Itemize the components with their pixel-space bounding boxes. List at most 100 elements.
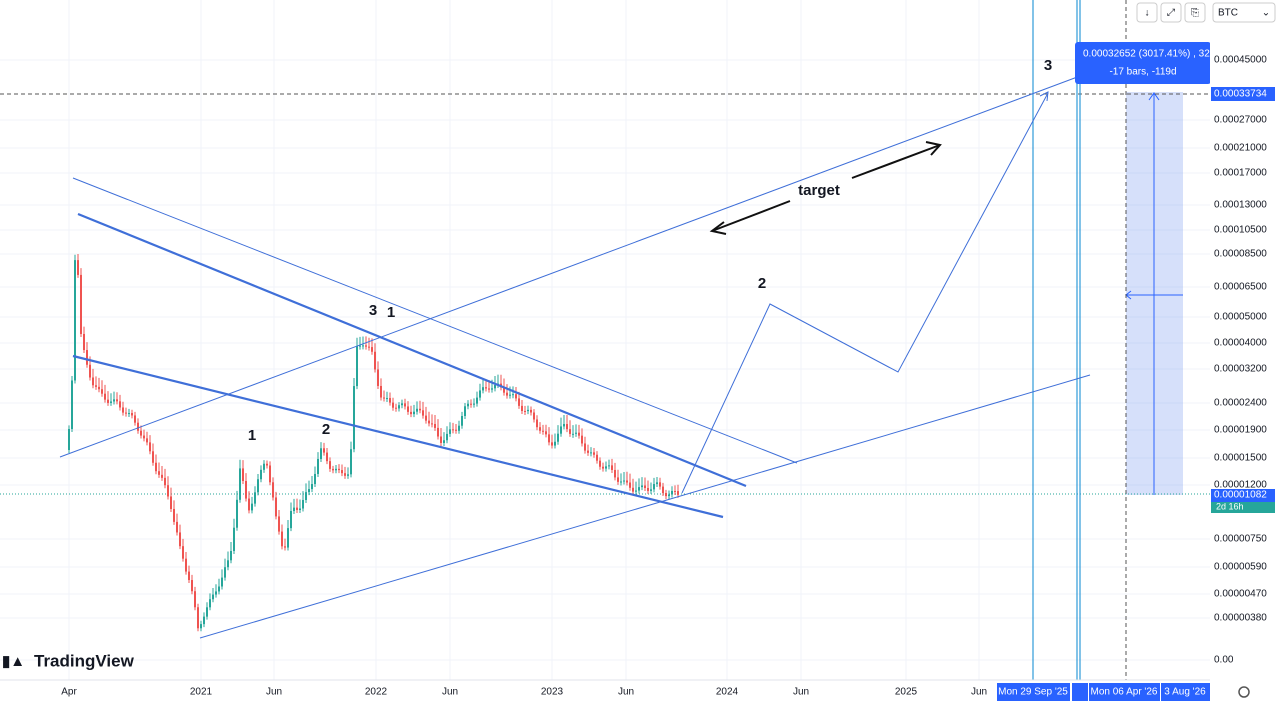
candle-body [428, 420, 430, 424]
price-label: 0.00003200 [1214, 364, 1267, 375]
candle-body [167, 485, 169, 497]
countdown [1211, 502, 1275, 513]
candle-body [398, 405, 400, 409]
time-marker [1161, 683, 1210, 701]
candle-body [407, 406, 409, 412]
candle-body [86, 350, 88, 365]
candle-body [218, 586, 220, 592]
candle-body [395, 407, 397, 409]
snapshot-button[interactable] [1184, 2, 1206, 23]
fullscreen-button[interactable] [1160, 2, 1182, 23]
time-label: Jun [266, 687, 282, 698]
logo-mark: ▮▲ [2, 653, 25, 670]
candle-body [524, 410, 526, 412]
candle-body [542, 430, 544, 432]
time-marker-text: 3 Aug '26 [1164, 687, 1206, 698]
candle-body [449, 429, 451, 434]
candle-body [314, 473, 316, 485]
settings-icon[interactable] [1238, 686, 1250, 698]
candle-body [638, 487, 640, 491]
target-arrows [709, 141, 942, 235]
candle-body [554, 441, 556, 446]
time-marker [1089, 683, 1160, 701]
candle-body [161, 474, 163, 478]
price-label: 0.00001900 [1214, 425, 1267, 436]
trendline [72, 177, 798, 464]
candle-body [389, 398, 391, 403]
price-label: 0.00001500 [1214, 453, 1267, 464]
time-label: Jun [793, 687, 809, 698]
candle-body [659, 482, 661, 487]
candle-body [362, 345, 364, 347]
candle-body [473, 403, 475, 405]
candle-body [149, 442, 151, 452]
candle-body [518, 398, 520, 406]
price-label: 0.00017000 [1214, 168, 1267, 179]
candle-body [260, 469, 262, 480]
wave-label: 1 [248, 427, 256, 444]
candle-body [530, 409, 532, 413]
price-marker [1211, 87, 1275, 101]
candle-body [320, 448, 322, 459]
candle-body [293, 507, 295, 512]
wave-label: 2 [322, 421, 330, 438]
candle-body [248, 498, 250, 511]
tooltip-text: 0.00032652 (3017.41%) , 326 [1083, 49, 1216, 60]
candle-body [83, 333, 85, 351]
candle-body [545, 431, 547, 435]
price-label: 0.00021000 [1214, 143, 1267, 154]
candle-body [515, 394, 517, 399]
price-label: 0.00000380 [1214, 613, 1267, 624]
symbol-select[interactable] [1212, 2, 1276, 23]
candle-body [575, 432, 577, 434]
time-marker-text: Mon 29 Sep '25 [998, 687, 1068, 698]
arrowhead [925, 141, 942, 156]
projection [681, 92, 1049, 494]
download-button[interactable] [1136, 2, 1158, 23]
candle-body [257, 479, 259, 493]
candle-body [230, 550, 232, 561]
candle-body [296, 507, 298, 510]
time-label: 2024 [716, 687, 739, 698]
time-label: 2023 [541, 687, 564, 698]
candle-body [602, 466, 604, 469]
price-label: 0.00027000 [1214, 115, 1267, 126]
arrow [851, 144, 941, 179]
candle-body [203, 616, 205, 625]
candle-body [551, 442, 553, 446]
arrowhead [709, 221, 727, 235]
candle-body [245, 481, 247, 499]
candle-body [254, 492, 256, 504]
price-label: 0.00000470 [1214, 589, 1267, 600]
candle-body [347, 474, 349, 476]
candle-body [533, 412, 535, 420]
price-label: 0.00006500 [1214, 282, 1267, 293]
candle-body [350, 449, 352, 475]
icon: ⤢ [1167, 8, 1175, 19]
candle-body [656, 482, 658, 485]
candle-body [98, 386, 100, 390]
candle-body [113, 399, 115, 402]
candle-body [89, 364, 91, 378]
time-label: Jun [971, 687, 987, 698]
candle-body [416, 408, 418, 412]
arrowhead [1039, 91, 1049, 102]
candle-body [122, 407, 124, 413]
candle-body [182, 546, 184, 559]
time-labels: Apr 2021 Jun 2022 Jun 2023 Jun 2024 Jun 2025 Jun [61, 687, 987, 698]
candle-body [119, 401, 121, 408]
price-label: 0.00045000 [1214, 55, 1267, 66]
logo: TradingView [34, 651, 135, 670]
candle-body [197, 607, 199, 629]
candle-body [311, 484, 313, 490]
candle-body [380, 385, 382, 398]
candle-body [68, 429, 70, 450]
candle-body [140, 430, 142, 436]
candle-body [557, 433, 559, 442]
candle-body [563, 424, 565, 427]
symbol-text: BTC [1218, 8, 1238, 19]
time-label: 2021 [190, 687, 213, 698]
candle-body [569, 429, 571, 434]
candle-body [677, 491, 679, 495]
